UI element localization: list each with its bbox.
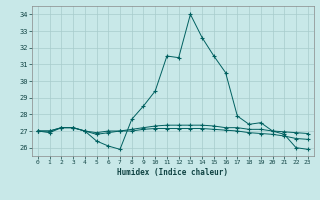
X-axis label: Humidex (Indice chaleur): Humidex (Indice chaleur) — [117, 168, 228, 177]
